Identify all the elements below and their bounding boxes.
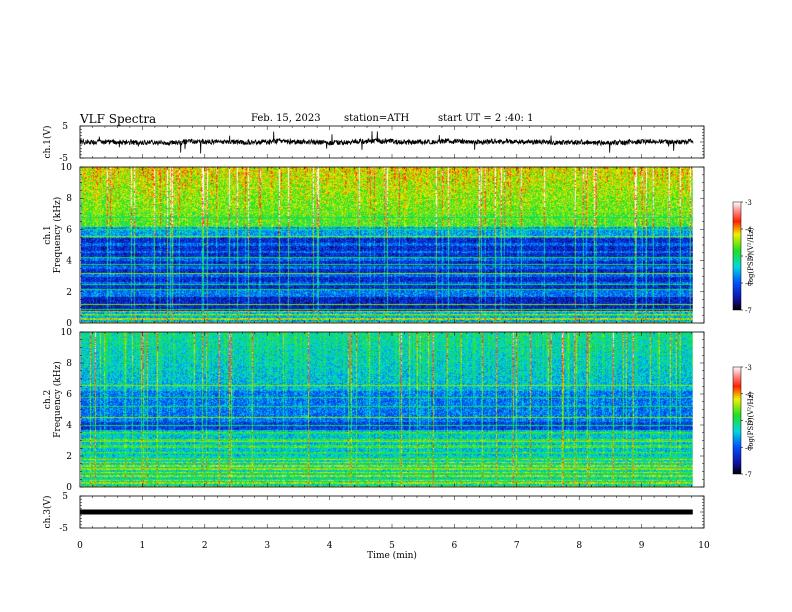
colorbar-1-label: log(PSD)(V²/Hz)	[747, 227, 755, 284]
start-time-label: start UT = 2 :40: 1	[438, 113, 534, 124]
x-tick-label: 4	[327, 541, 333, 551]
station-label: station=ATH	[344, 113, 410, 124]
date-label: Feb. 15, 2023	[251, 113, 321, 124]
ch1-spectrogram-ytick: 8	[66, 194, 72, 204]
ch3-waveform-ytick: 5	[62, 492, 68, 502]
ch1-spectrogram-ytick: 2	[66, 288, 72, 298]
colorbar-2-tick: -7	[745, 471, 752, 479]
colorbar-2-tick: -3	[745, 364, 752, 372]
ch1-waveform-ytick: -5	[59, 154, 68, 164]
x-tick-label: 2	[202, 541, 208, 551]
ch2-spectrogram-ylabel-2: Frequency (kHz)	[52, 361, 63, 438]
ch1-spectrogram-ytick: 6	[66, 225, 72, 235]
ch1-spectrogram-image	[81, 167, 693, 323]
colorbar-1	[732, 201, 742, 311]
ch3-waveform-ylabel: ch.3(V)	[42, 496, 53, 529]
colorbar-1-tick: -4	[745, 226, 752, 234]
x-tick-label: 10	[698, 541, 710, 551]
colorbar-1-tick: -3	[745, 199, 752, 207]
x-tick-label: 7	[514, 541, 520, 551]
x-axis-label: Time (min)	[367, 550, 417, 561]
ch2-spectrogram-ytick: 6	[66, 390, 72, 400]
colorbar-2	[732, 366, 742, 475]
x-tick-label: 6	[452, 541, 458, 551]
x-tick-label: 0	[77, 541, 83, 551]
colorbar-1-tick: -6	[745, 280, 752, 288]
ch2-spectrogram-ytick: 10	[61, 328, 73, 338]
x-tick-label: 5	[389, 541, 395, 551]
ch1-waveform-trace	[79, 131, 694, 154]
x-tick-label: 8	[576, 541, 582, 551]
ch1-spectrogram-ylabel-2: Frequency (kHz)	[52, 197, 63, 274]
chart-title: VLF Spectra	[80, 112, 157, 126]
ch1-spectrogram-ylabel-1: ch.1	[43, 225, 53, 244]
ch2-spectrogram-ytick: 8	[66, 359, 72, 369]
ch2-spectrogram-ylabel-1: ch.2	[43, 390, 53, 409]
ch3-waveform-ytick: -5	[59, 524, 68, 534]
x-tick-label: 1	[140, 541, 146, 551]
ch2-spectrogram-ytick: 0	[66, 483, 72, 493]
ch2-spectrogram-ytick: 4	[66, 421, 72, 431]
colorbar-2-tick: -4	[745, 391, 752, 399]
ch1-spectrogram-ytick: 4	[66, 257, 72, 267]
ch2-spectrogram-ytick: 2	[66, 452, 72, 462]
ch1-spectrogram-ytick: 10	[61, 163, 73, 173]
ch2-spectrogram-image	[81, 332, 693, 487]
ch1-waveform-ylabel: ch.1(V)	[42, 126, 53, 159]
colorbar-1-tick: -5	[745, 253, 752, 261]
ch1-spectrogram-ytick: 0	[66, 319, 72, 329]
colorbar-2-tick: -6	[745, 444, 752, 452]
colorbar-2-tick: -5	[745, 418, 752, 426]
colorbar-1-tick: -7	[745, 307, 752, 315]
colorbar-2-label: log(PSD)(V²/Hz)	[747, 392, 755, 449]
x-tick-label: 3	[264, 541, 270, 551]
ch3-waveform-trace	[80, 509, 693, 515]
ch1-waveform-ytick: 5	[62, 122, 68, 132]
x-tick-label: 9	[639, 541, 645, 551]
